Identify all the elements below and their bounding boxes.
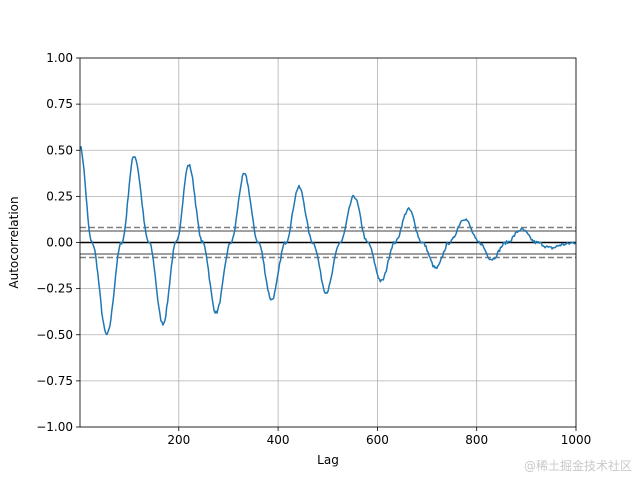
y-tick-label: −1.00	[36, 420, 73, 434]
x-tick-label: 400	[267, 433, 290, 447]
y-tick-label: 0.00	[46, 236, 73, 250]
x-tick-label: 600	[366, 433, 389, 447]
autocorrelation-line	[79, 146, 577, 336]
x-tick-label: 200	[167, 433, 190, 447]
y-tick-label: −0.75	[36, 374, 73, 388]
y-tick-label: 0.25	[46, 189, 73, 203]
confidence-bands	[80, 226, 576, 259]
y-axis-ticks: −1.00 −0.75 −0.50 −0.25 0.00 0.25 0.50 0.75 1.00	[36, 51, 80, 434]
y-tick-label: −0.25	[36, 282, 73, 296]
y-tick-label: −0.50	[36, 328, 73, 342]
x-tick-label: 800	[465, 433, 488, 447]
y-axis-label: Autocorrelation	[7, 196, 21, 288]
x-axis-ticks: 200 400 600 800 1000	[167, 427, 591, 447]
y-tick-label: 0.75	[46, 97, 73, 111]
y-tick-label: 0.50	[46, 143, 73, 157]
x-axis-label: Lag	[317, 453, 339, 467]
x-tick-label: 1000	[561, 433, 592, 447]
watermark-text: @稀土掘金技术社区	[523, 459, 632, 473]
y-tick-label: 1.00	[46, 51, 73, 65]
